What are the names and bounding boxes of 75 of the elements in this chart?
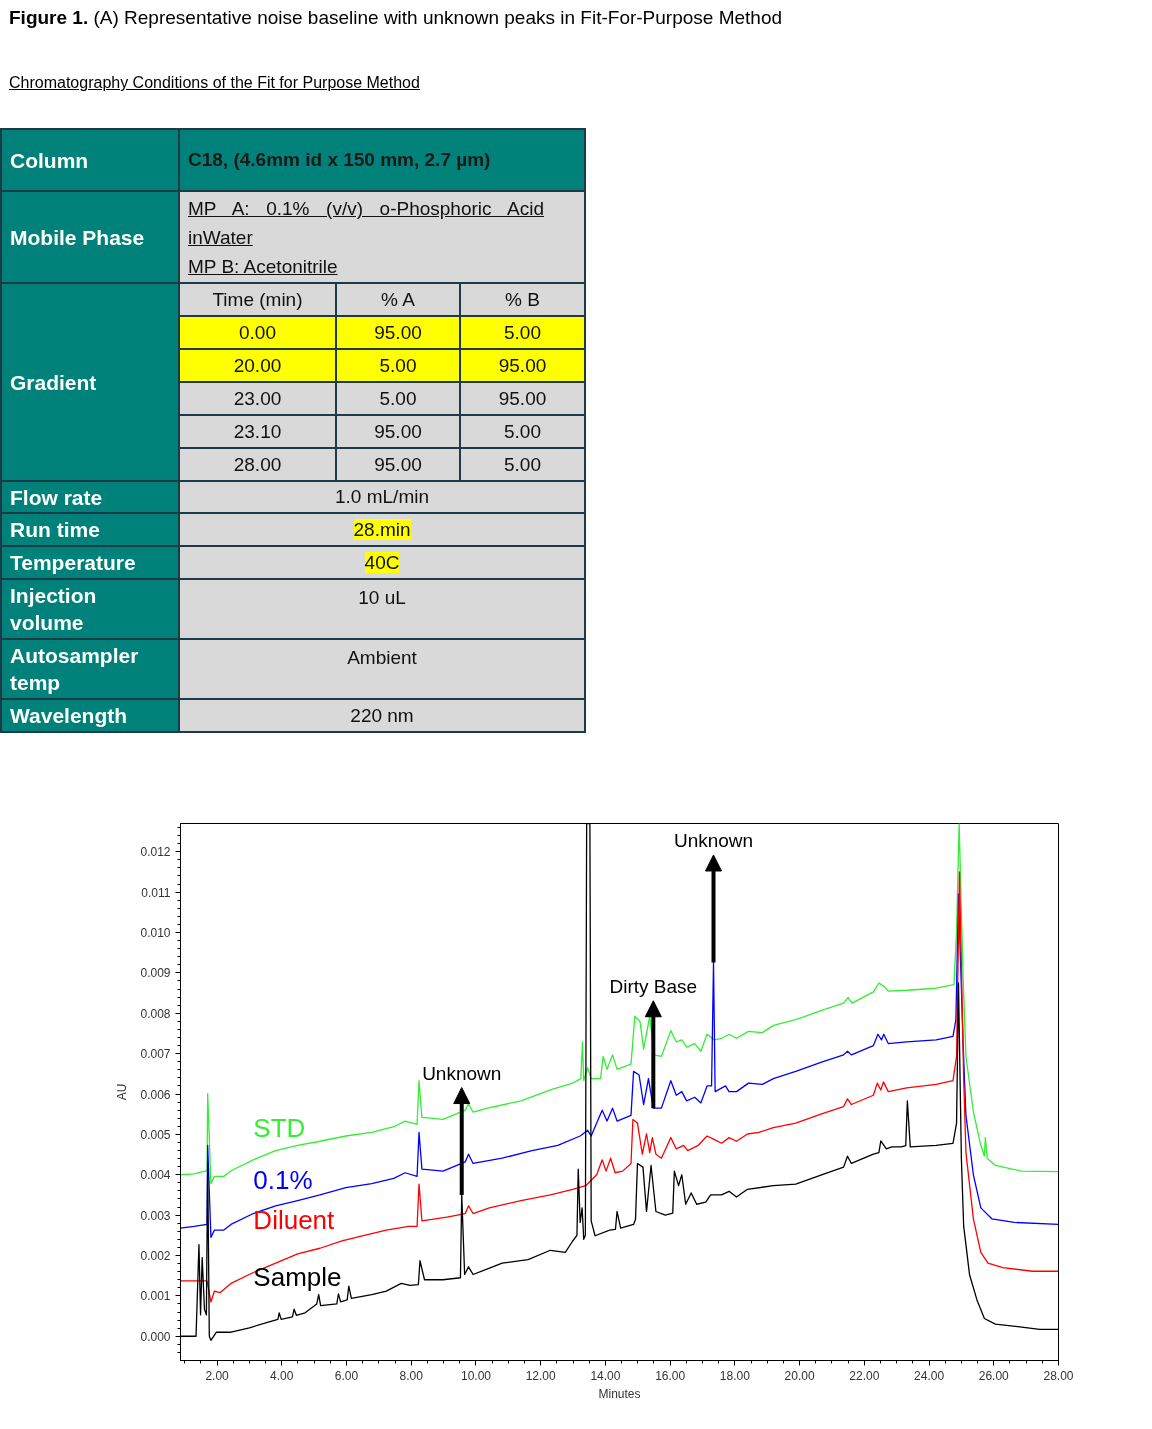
text: Ambient bbox=[179, 639, 586, 699]
x-tick-label: 12.00 bbox=[525, 1368, 557, 1383]
y-tick-label: 0.001 bbox=[140, 1289, 171, 1304]
text: Injection volume bbox=[1, 579, 179, 639]
line-series bbox=[180, 871, 1059, 1303]
text: Run time bbox=[1, 513, 179, 546]
y-tick-label: 0.011 bbox=[141, 885, 171, 900]
text: Temperature bbox=[1, 546, 179, 579]
x-tick-label: 26.00 bbox=[978, 1368, 1010, 1383]
annotation: Unknown bbox=[422, 1062, 502, 1084]
y-tick-label: 0.006 bbox=[140, 1087, 171, 1102]
y-tick-label: 0.009 bbox=[140, 966, 171, 981]
y-tick-label: 0.005 bbox=[140, 1127, 171, 1142]
text: 95.00 bbox=[460, 382, 586, 415]
text: Autosampler temp bbox=[1, 639, 179, 699]
x-tick-label: 14.00 bbox=[590, 1368, 621, 1383]
series-label: Sample bbox=[253, 1261, 342, 1292]
text: 0.00 bbox=[179, 316, 336, 349]
y-tick-label: 0.003 bbox=[140, 1208, 171, 1223]
text: 20.00 bbox=[179, 349, 336, 382]
text: Time (min) bbox=[179, 283, 336, 316]
x-tick-label: 24.00 bbox=[914, 1368, 945, 1383]
text: MP A: 0.1% (v/v) o-Phosphoric Acid inWater bbox=[188, 196, 545, 250]
x-tick-label: 6.00 bbox=[334, 1368, 359, 1383]
x-tick-label: 28.00 bbox=[1043, 1368, 1074, 1383]
text: 220 nm bbox=[179, 699, 586, 732]
y-tick-label: 0.004 bbox=[140, 1168, 171, 1183]
text: 40C bbox=[364, 551, 400, 573]
text: 95.00 bbox=[336, 316, 460, 349]
text: Figure 1. (A) Representative noise baseline with unknown peaks in Fit-For-Purpose Method bbox=[9, 6, 783, 30]
text: 5.00 bbox=[336, 382, 460, 415]
text: Wavelength bbox=[1, 699, 179, 732]
text: Column bbox=[1, 129, 179, 191]
text: C18, (4.6mm id x 150 mm, 2.7 µm) bbox=[179, 129, 586, 191]
x-tick-label: 8.00 bbox=[399, 1368, 424, 1383]
x-tick-label: 22.00 bbox=[849, 1368, 880, 1383]
x-tick-label: 20.00 bbox=[784, 1368, 815, 1383]
text: 23.10 bbox=[179, 415, 336, 448]
text: Flow rate bbox=[1, 481, 179, 513]
text: 95.00 bbox=[336, 448, 460, 481]
x-tick-label: 16.00 bbox=[655, 1368, 686, 1383]
text: 28.min bbox=[353, 518, 411, 540]
x-tick-label: 18.00 bbox=[719, 1368, 751, 1383]
text: Gradient bbox=[1, 283, 179, 481]
text: 28.00 bbox=[179, 448, 336, 481]
text: % A bbox=[336, 283, 460, 316]
x-tick-label: 2.00 bbox=[205, 1368, 230, 1383]
annotation: Dirty Base bbox=[609, 975, 698, 997]
y-tick-label: 0.002 bbox=[140, 1249, 171, 1264]
text: 95.00 bbox=[336, 415, 460, 448]
x-tick-label: 4.00 bbox=[270, 1368, 294, 1383]
text: 5.00 bbox=[460, 316, 586, 349]
y-tick-label: 0.010 bbox=[140, 926, 171, 941]
y-tick-label: 0.008 bbox=[140, 1006, 171, 1021]
series-label: STD bbox=[253, 1113, 306, 1144]
y-tick-label: 0.000 bbox=[140, 1329, 171, 1344]
text: % B bbox=[460, 283, 586, 316]
series-label: 0.1% bbox=[253, 1164, 313, 1195]
y-tick-label: 0.012 bbox=[140, 845, 171, 860]
text: Chromatography Conditions of the Fit for Purpose Method bbox=[9, 73, 420, 93]
text: MP B: Acetonitrile bbox=[188, 254, 339, 279]
text: 5.00 bbox=[460, 448, 586, 481]
y-axis-title: AU bbox=[115, 1083, 130, 1101]
text: 5.00 bbox=[336, 349, 460, 382]
x-tick-label: 10.00 bbox=[460, 1368, 492, 1383]
y-tick-label: 0.007 bbox=[140, 1047, 171, 1062]
text: 5.00 bbox=[460, 415, 586, 448]
series-label: Diluent bbox=[253, 1205, 336, 1236]
text: Mobile Phase bbox=[1, 191, 179, 283]
text: 1.0 mL/min bbox=[179, 481, 586, 513]
text: 10 uL bbox=[179, 579, 586, 639]
annotation: Unknown bbox=[673, 829, 754, 851]
text: 95.00 bbox=[460, 349, 586, 382]
text: 23.00 bbox=[179, 382, 336, 415]
x-axis-title: Minutes bbox=[598, 1386, 641, 1401]
